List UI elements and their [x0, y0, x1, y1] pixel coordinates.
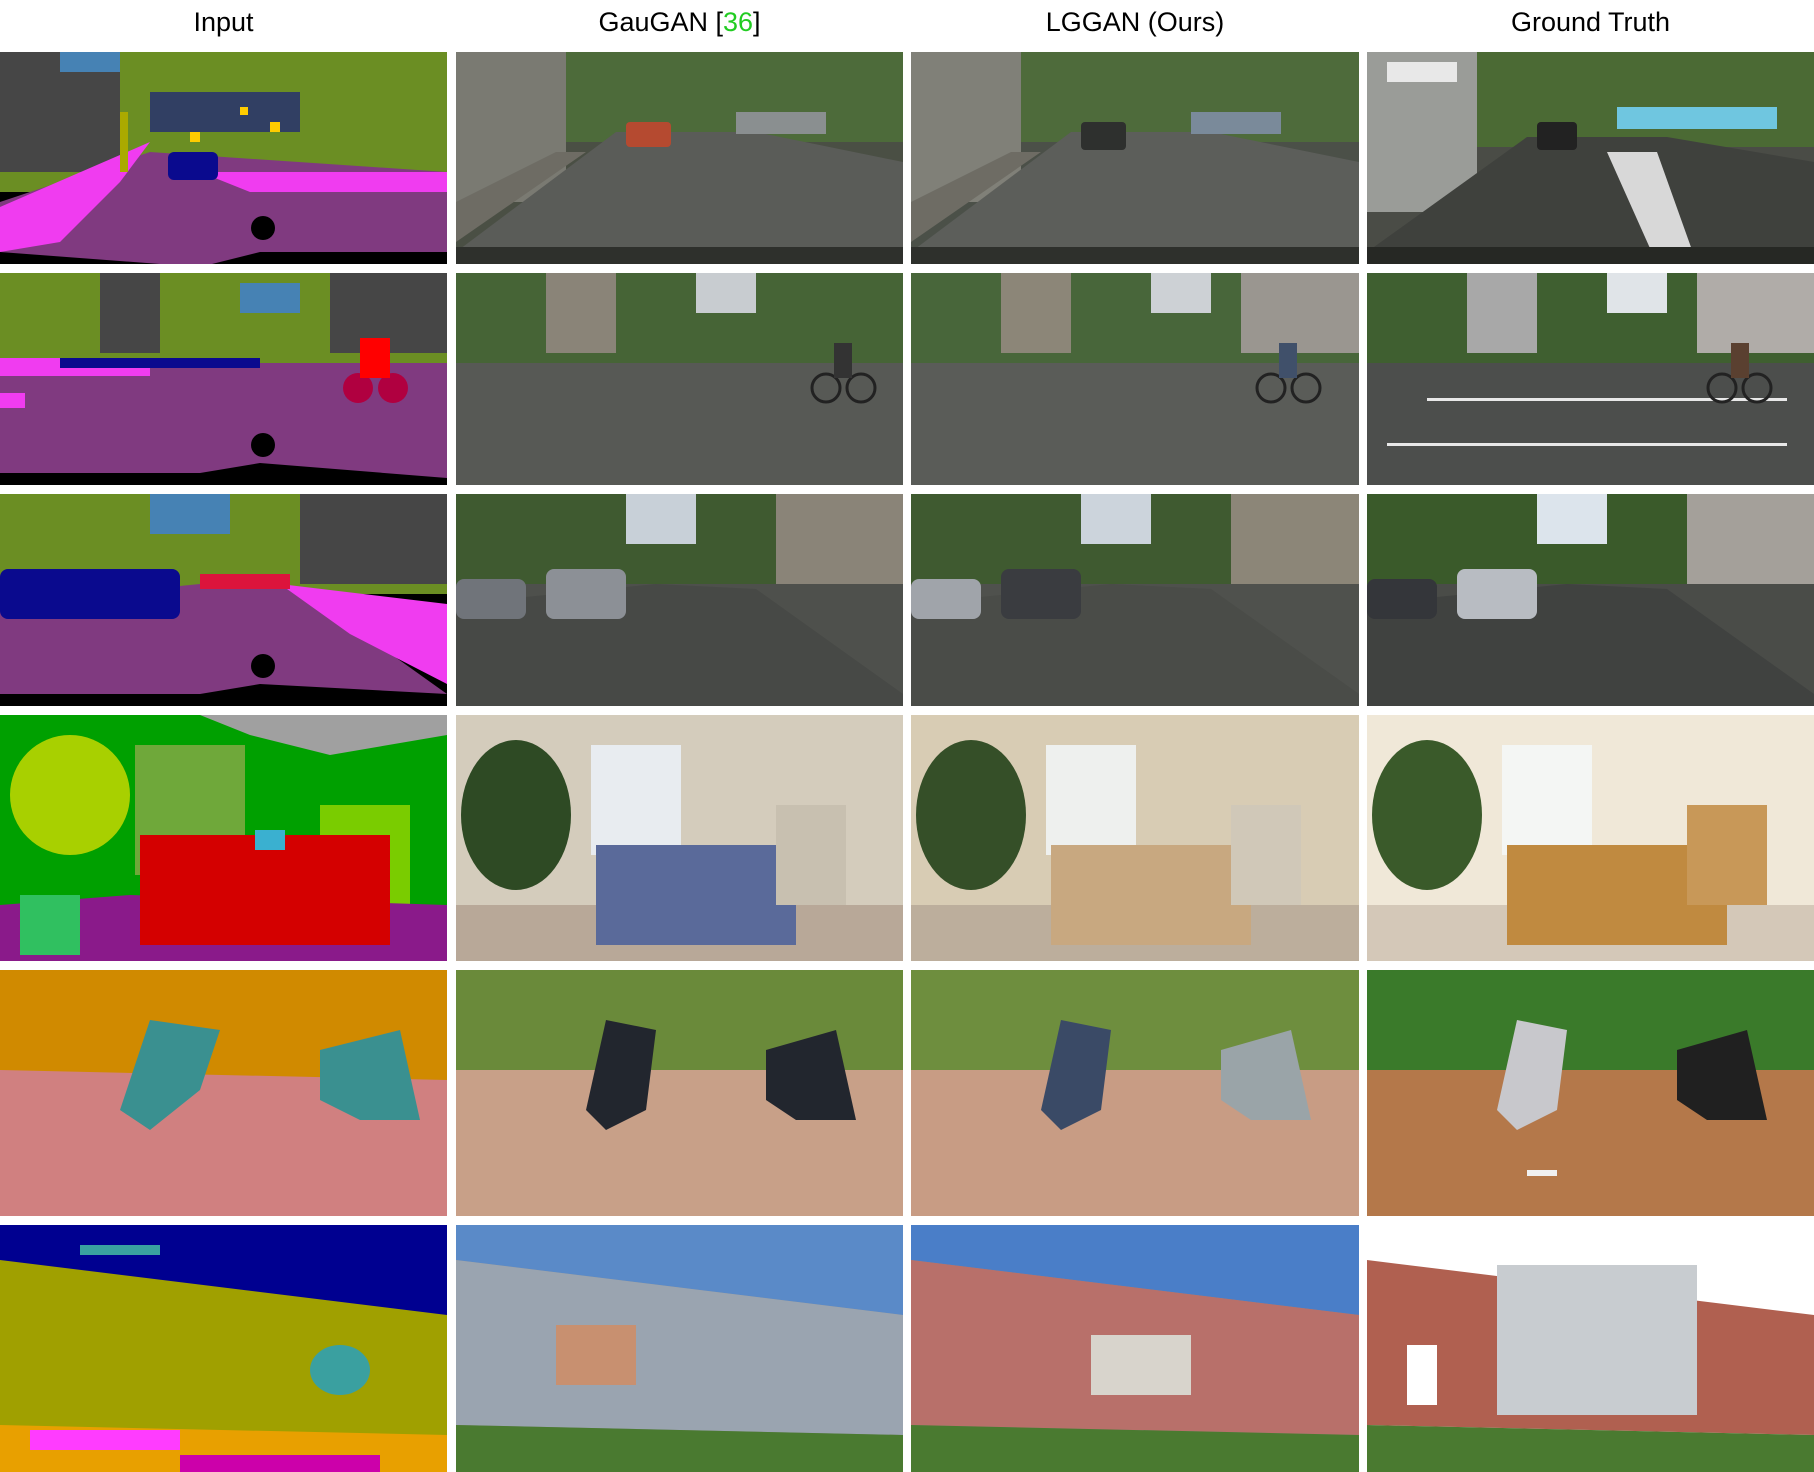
- row6-input-segmentation: [0, 1225, 447, 1472]
- row5-ground-truth: [1367, 970, 1814, 1216]
- row1-ground-truth: [1367, 52, 1814, 264]
- row2-ground-truth: [1367, 273, 1814, 485]
- row3-input-segmentation: [0, 494, 447, 706]
- header-ground-truth: Ground Truth: [1510, 7, 1671, 37]
- row4-gaugan-output: [456, 715, 903, 961]
- row1-gaugan-output: [456, 52, 903, 264]
- row5-lggan-output: [911, 970, 1359, 1216]
- header-gaugan-prefix: GauGAN [: [598, 7, 723, 37]
- row4-ground-truth: [1367, 715, 1814, 961]
- header-gaugan-suffix: ]: [753, 7, 761, 37]
- header-lggan: LGGAN (Ours): [1045, 7, 1225, 37]
- row5-input-segmentation: [0, 970, 447, 1216]
- row3-lggan-output: [911, 494, 1359, 706]
- row2-gaugan-output: [456, 273, 903, 485]
- row2-input-segmentation: [0, 273, 447, 485]
- header-input: Input: [193, 7, 254, 37]
- row2-lggan-output: [911, 273, 1359, 485]
- row1-lggan-output: [911, 52, 1359, 264]
- row1-input-segmentation: [0, 52, 447, 264]
- row3-gaugan-output: [456, 494, 903, 706]
- row4-input-segmentation: [0, 715, 447, 961]
- header-gaugan: GauGAN [36]: [456, 2, 903, 42]
- row6-ground-truth: [1367, 1225, 1814, 1472]
- row4-lggan-output: [911, 715, 1359, 961]
- row3-ground-truth: [1367, 494, 1814, 706]
- row6-lggan-output: [911, 1225, 1359, 1472]
- row6-gaugan-output: [456, 1225, 903, 1472]
- row5-gaugan-output: [456, 970, 903, 1216]
- citation-link[interactable]: 36: [722, 7, 754, 37]
